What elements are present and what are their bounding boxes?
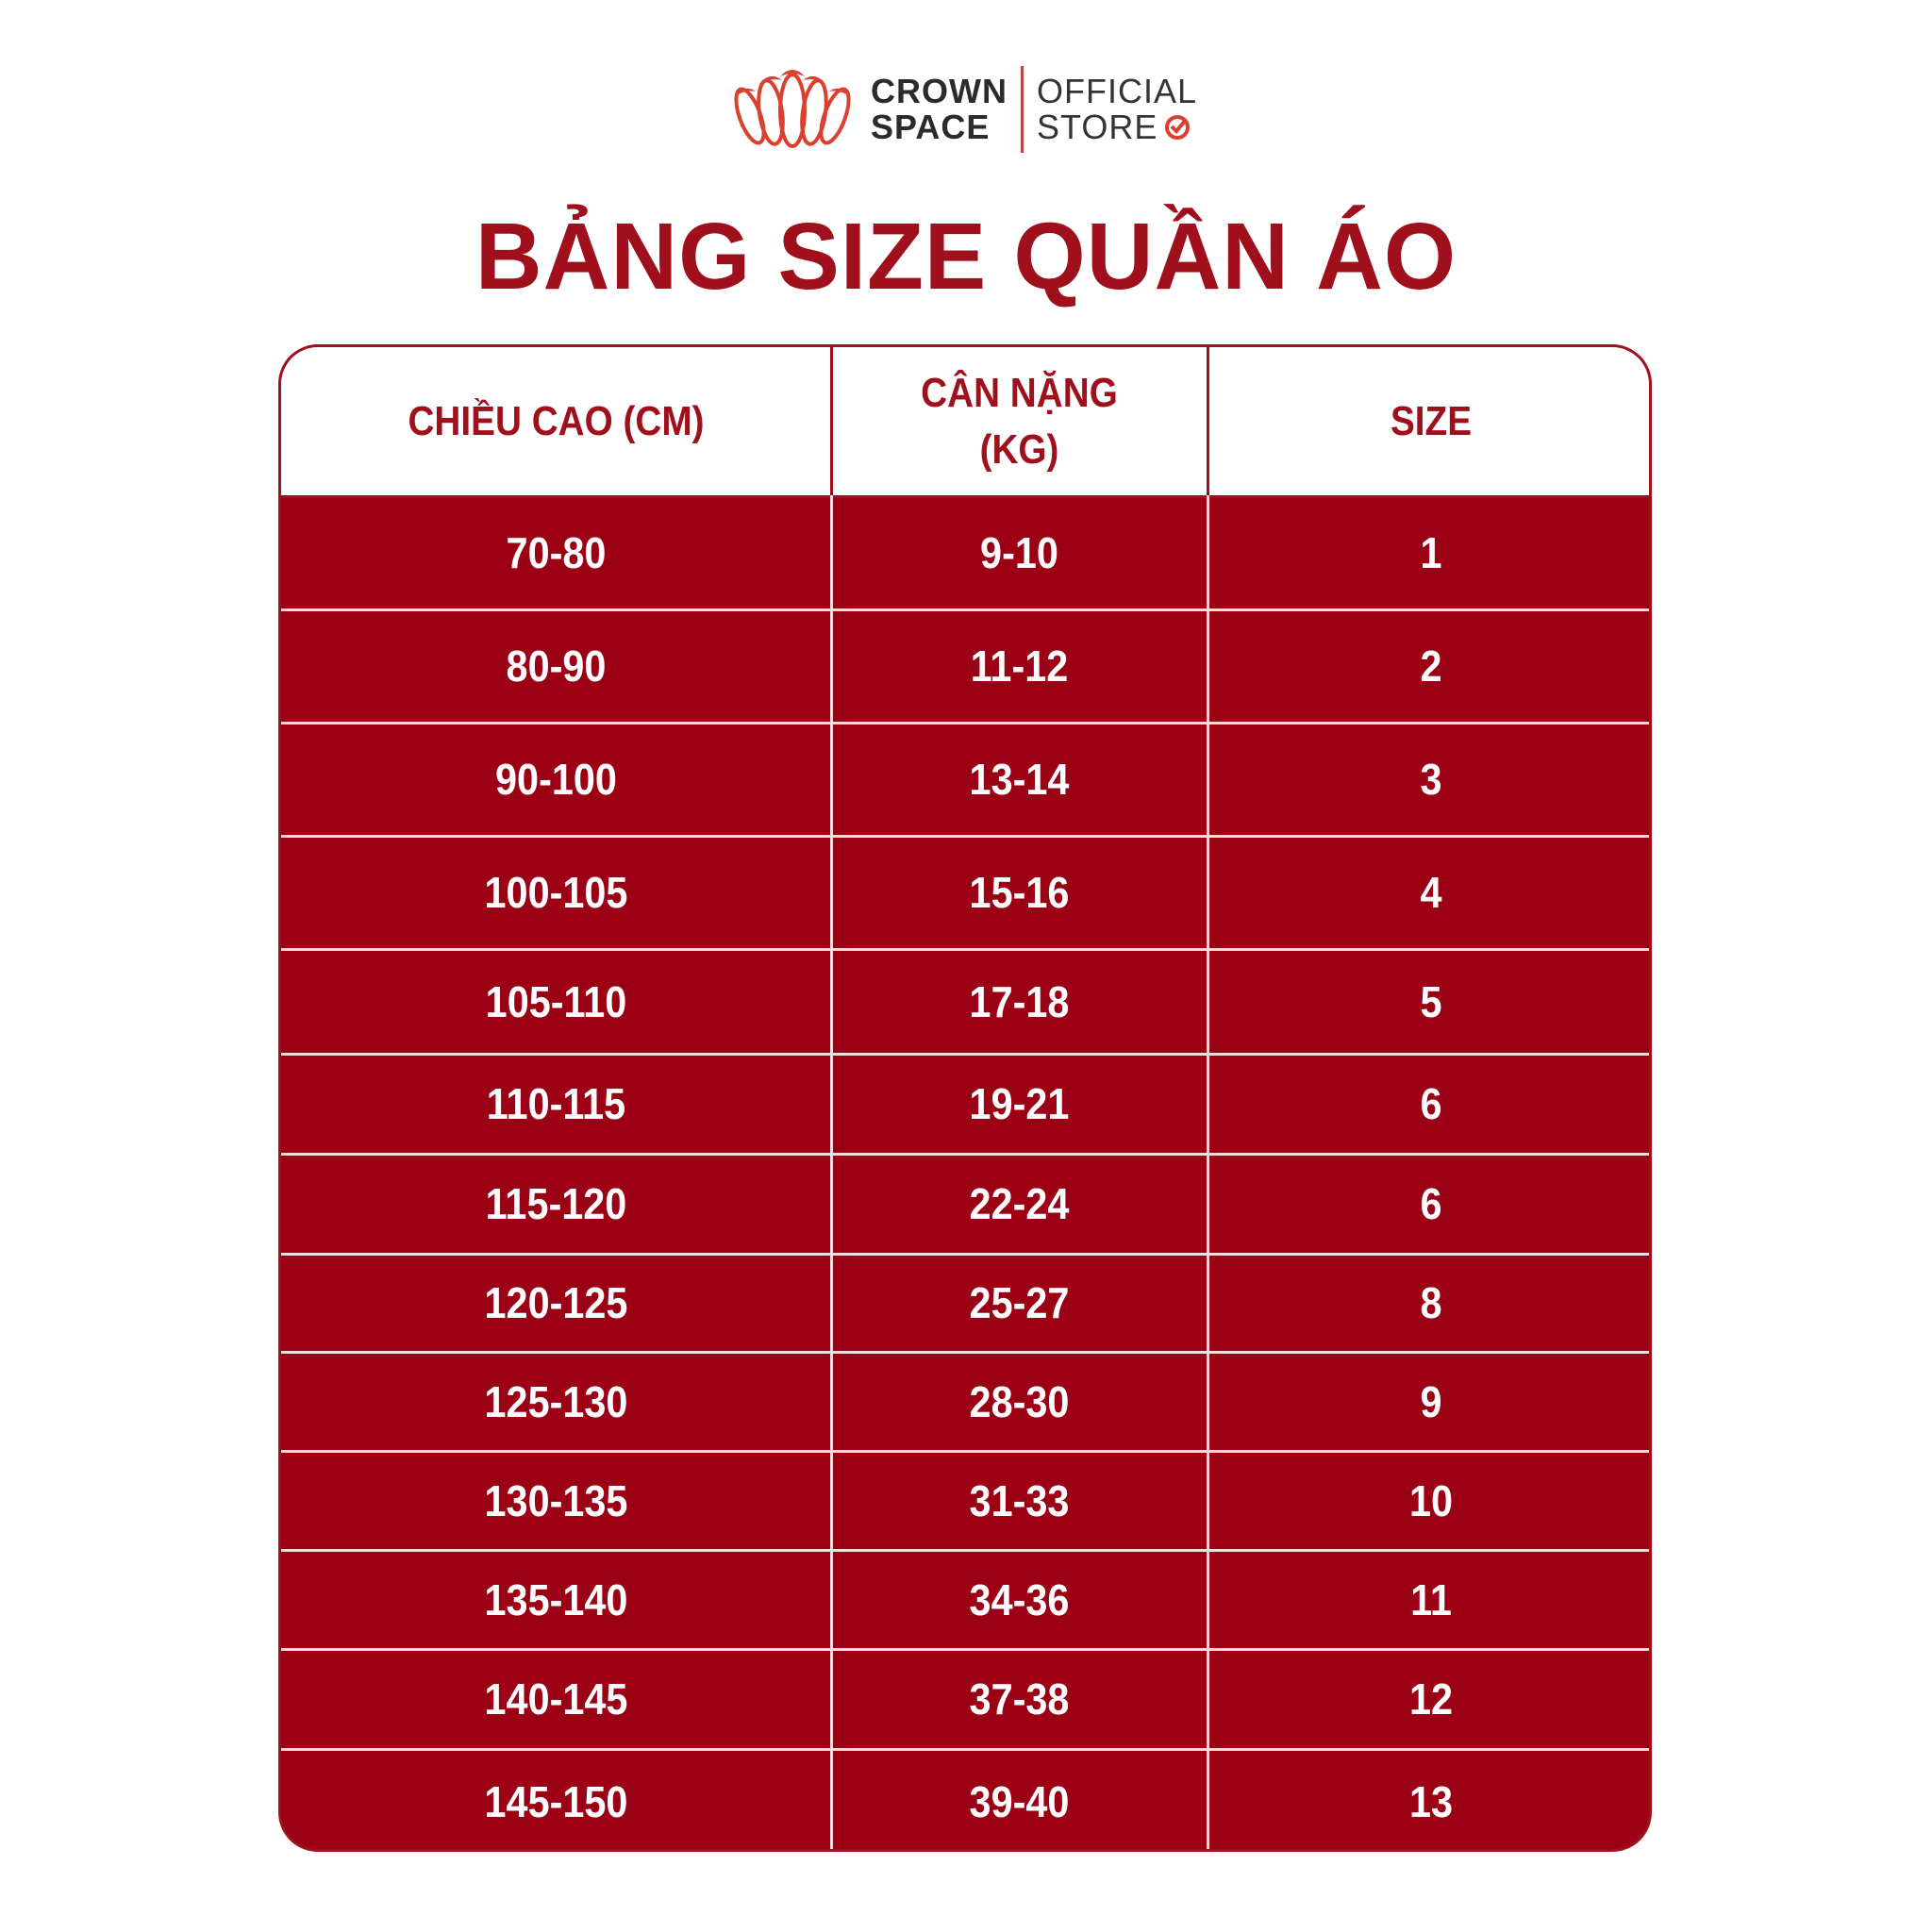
row-divider — [281, 835, 1649, 838]
size-cell: 6 — [1420, 1179, 1442, 1228]
weight-cell: 13-14 — [969, 755, 1070, 804]
height-cell: 80-90 — [506, 641, 607, 691]
header-weight-line-2: (KG) — [979, 425, 1059, 473]
official-store-label: OFFICIAL STORE — [1037, 74, 1197, 145]
row-divider — [281, 1053, 1649, 1056]
size-cell: 4 — [1420, 868, 1442, 917]
size-cell: 8 — [1420, 1278, 1442, 1327]
size-cell: 13 — [1408, 1777, 1454, 1826]
size-cell: 1 — [1420, 527, 1442, 577]
row-divider — [281, 1253, 1649, 1256]
weight-cell: 34-36 — [969, 1574, 1070, 1624]
size-cell: 6 — [1420, 1079, 1442, 1128]
height-cell: 135-140 — [484, 1574, 628, 1624]
store-line-2: STORE — [1036, 108, 1158, 146]
column-divider — [830, 347, 833, 1849]
header-height: CHIỀU CAO (CM) — [408, 397, 705, 444]
size-table: CHIỀU CAO (CM) CÂN NẶNG (KG) SIZE 70-80 9… — [278, 344, 1652, 1852]
height-cell: 145-150 — [484, 1777, 628, 1826]
logo-divider — [1020, 66, 1024, 153]
weight-cell: 25-27 — [969, 1278, 1070, 1327]
size-cell: 3 — [1420, 755, 1442, 804]
weight-cell: 17-18 — [969, 976, 1070, 1026]
row-divider — [281, 1648, 1649, 1651]
weight-cell: 15-16 — [969, 868, 1070, 917]
size-cell: 10 — [1408, 1475, 1454, 1525]
row-divider — [281, 1153, 1649, 1156]
height-cell: 125-130 — [484, 1376, 628, 1426]
height-cell: 130-135 — [484, 1475, 628, 1525]
height-cell: 90-100 — [495, 755, 617, 804]
header-size: SIZE — [1390, 397, 1473, 444]
weight-cell: 19-21 — [969, 1079, 1070, 1128]
check-circle-icon — [1165, 115, 1191, 140]
height-cell: 140-145 — [484, 1674, 628, 1724]
row-divider — [281, 722, 1649, 724]
weight-cell: 39-40 — [969, 1777, 1070, 1826]
brand-line-2: SPACE — [871, 108, 991, 146]
header-weight: CÂN NẶNG (KG) — [854, 347, 1185, 495]
row-divider — [281, 608, 1649, 611]
row-divider — [281, 1748, 1649, 1751]
brand-logo: CROWN SPACE OFFICIAL STORE — [731, 62, 1197, 157]
height-cell: 115-120 — [485, 1179, 627, 1228]
height-cell: 70-80 — [506, 527, 607, 577]
brand-name: CROWN SPACE — [871, 74, 1008, 145]
row-divider — [281, 1549, 1649, 1552]
row-divider — [281, 1351, 1649, 1354]
row-divider — [281, 1450, 1649, 1453]
size-cell: 2 — [1420, 641, 1442, 691]
table-header — [281, 347, 1649, 498]
header-weight-line-1: CÂN NẶNG — [921, 369, 1118, 416]
height-cell: 100-105 — [484, 868, 628, 917]
brand-line-1: CROWN — [871, 72, 1008, 110]
column-divider — [1207, 347, 1209, 1849]
weight-cell: 9-10 — [980, 527, 1058, 577]
size-cell: 5 — [1420, 976, 1442, 1026]
weight-cell: 37-38 — [969, 1674, 1070, 1724]
store-line-1: OFFICIAL — [1036, 72, 1198, 110]
size-cell: 11 — [1410, 1574, 1452, 1624]
page-title: BẢNG SIZE QUẦN ÁO — [475, 204, 1457, 309]
weight-cell: 28-30 — [969, 1376, 1070, 1426]
height-cell: 120-125 — [484, 1278, 628, 1327]
weight-cell: 31-33 — [969, 1475, 1070, 1525]
row-divider — [281, 948, 1649, 951]
size-cell: 12 — [1408, 1674, 1454, 1724]
crown-logo-icon — [734, 70, 851, 148]
size-cell: 9 — [1420, 1376, 1442, 1426]
weight-cell: 11-12 — [970, 641, 1069, 691]
height-cell: 110-115 — [486, 1079, 626, 1128]
height-cell: 105-110 — [485, 976, 627, 1026]
weight-cell: 22-24 — [969, 1179, 1070, 1228]
